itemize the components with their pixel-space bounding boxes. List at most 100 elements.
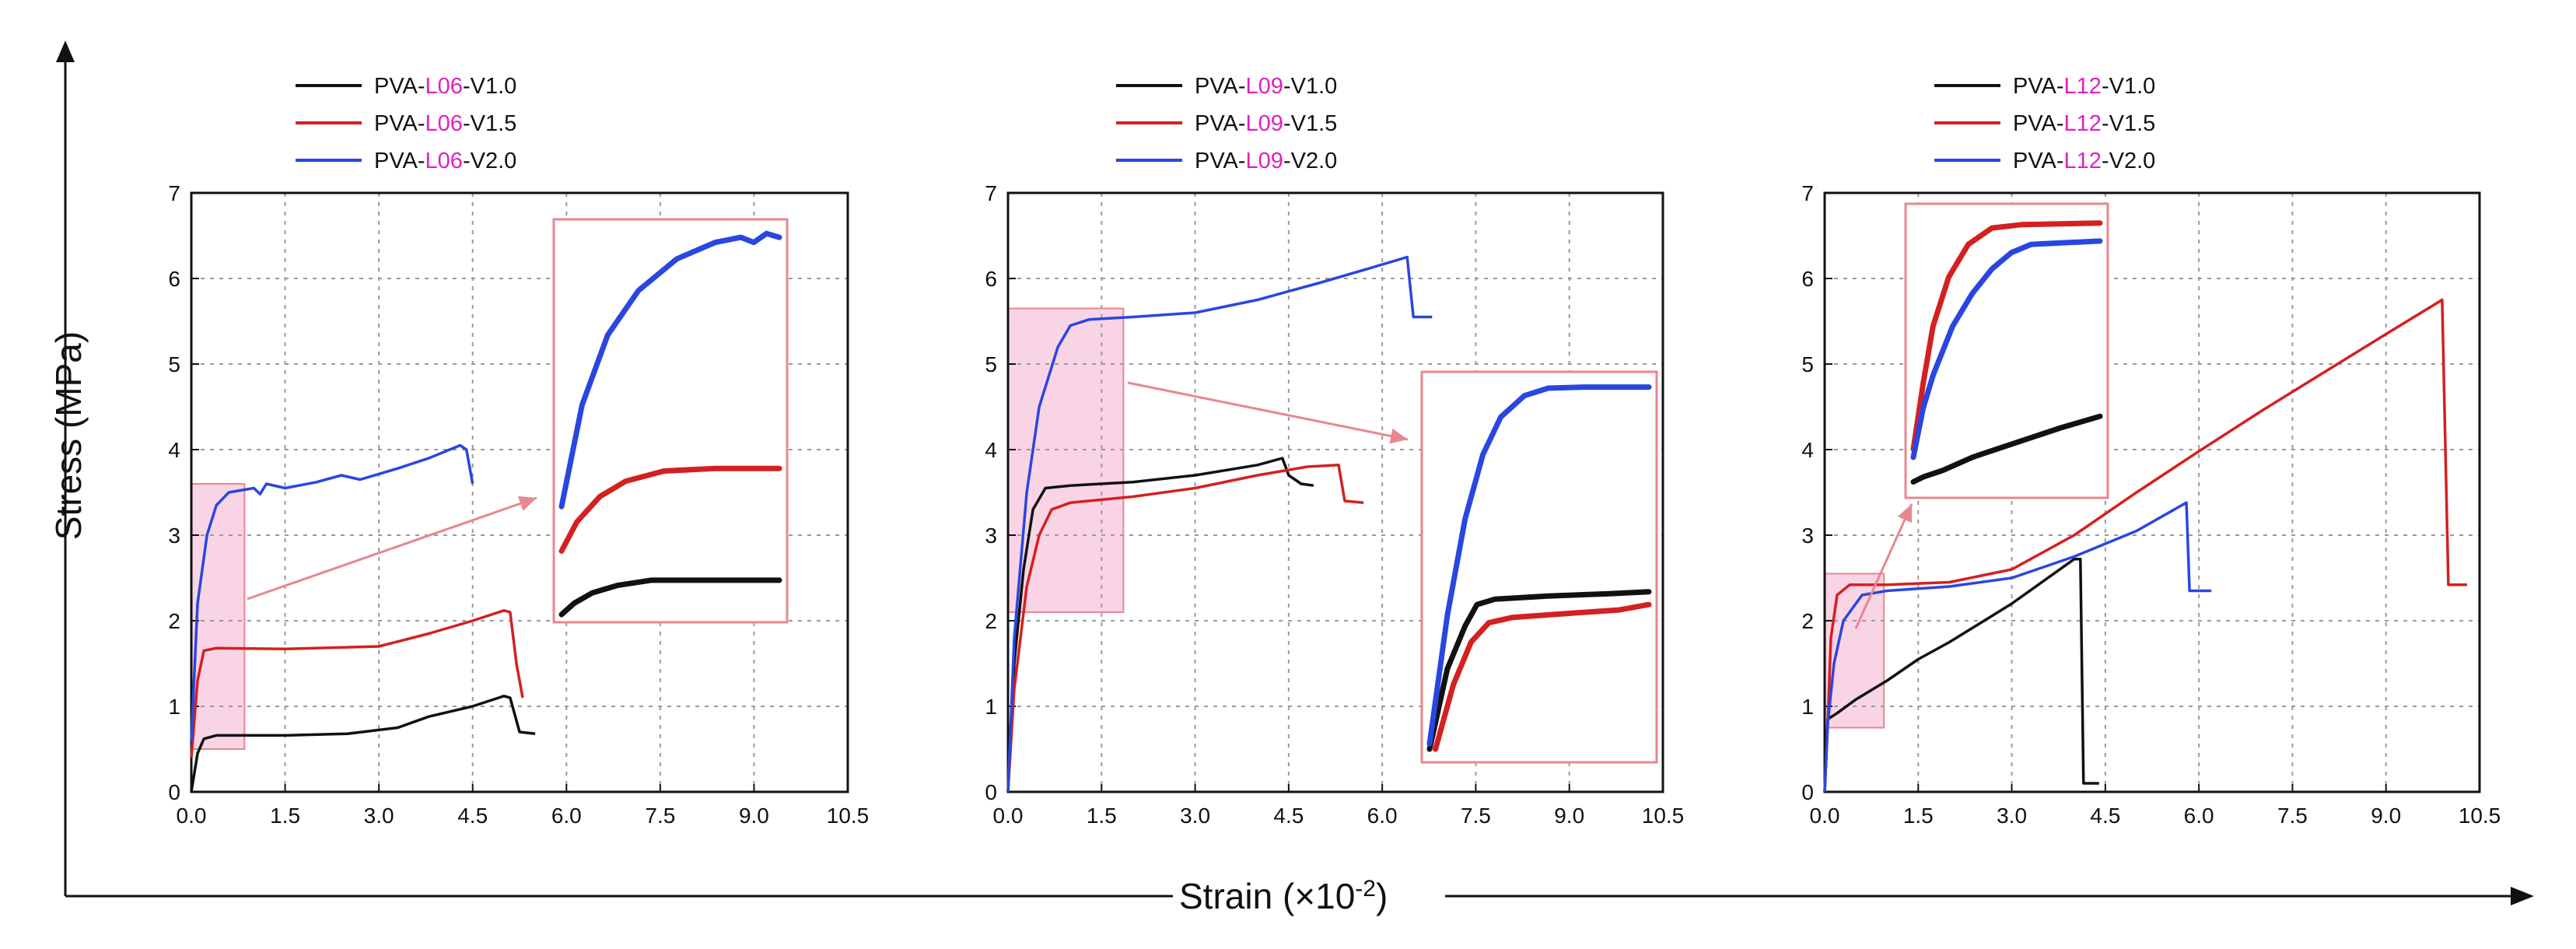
legend-fiber: L12 bbox=[2064, 149, 2102, 173]
x-tick-label: 10.5 bbox=[1642, 804, 1685, 828]
x-tick-label: 3.0 bbox=[1180, 804, 1210, 828]
y-tick-label: 2 bbox=[1801, 609, 1814, 633]
x-tick-label: 7.5 bbox=[2277, 804, 2308, 828]
legend-fiber: L06 bbox=[425, 149, 463, 173]
x-tick-label: 1.5 bbox=[1087, 804, 1117, 828]
y-tick-label: 1 bbox=[985, 695, 997, 719]
zoom-arrow-head bbox=[1389, 428, 1408, 444]
y-tick-label: 7 bbox=[985, 181, 997, 205]
x-axis-title: Strain (×10-2) bbox=[1179, 876, 1388, 916]
inset-frame bbox=[1420, 370, 1658, 764]
y-tick-label: 2 bbox=[168, 609, 180, 633]
x-tick-label: 1.5 bbox=[270, 804, 300, 828]
legend-label: PVA-L09-V2.0 bbox=[1195, 149, 1337, 173]
legend-label: PVA-L06-V2.0 bbox=[374, 149, 516, 173]
inset-series-line bbox=[558, 577, 782, 618]
legend-suffix: -V1.0 bbox=[463, 74, 516, 99]
y-tick-label: 1 bbox=[1801, 695, 1814, 719]
legend-prefix: PVA- bbox=[2013, 149, 2064, 173]
inset-zoom bbox=[552, 218, 789, 624]
inset-series-line bbox=[558, 230, 782, 510]
legend-fiber: L09 bbox=[1246, 111, 1283, 136]
outer-x-arrow bbox=[2511, 887, 2534, 905]
y-axis-title: Stress (MPa) bbox=[48, 331, 89, 540]
y-tick-label: 7 bbox=[168, 181, 180, 205]
legend-prefix: PVA- bbox=[2013, 111, 2064, 136]
inset-series-line bbox=[1433, 601, 1652, 752]
outer-y-arrow bbox=[56, 40, 75, 62]
x-tick-label: 4.5 bbox=[2090, 804, 2120, 828]
inset-zoom bbox=[1904, 202, 2109, 499]
legend-fiber: L06 bbox=[425, 74, 463, 99]
series-line-PVA-L09-V2.0 bbox=[1006, 255, 1433, 793]
y-tick-label: 4 bbox=[168, 438, 180, 462]
series-line-PVA-L06-V1.5 bbox=[190, 609, 524, 758]
y-tick-label: 3 bbox=[1801, 524, 1814, 548]
x-axis-title-end: ) bbox=[1376, 876, 1388, 916]
zoom-arrow-head bbox=[1897, 504, 1913, 524]
y-tick-label: 0 bbox=[1801, 780, 1814, 804]
y-tick-label: 7 bbox=[1801, 181, 1814, 205]
legend-prefix: PVA- bbox=[374, 74, 425, 99]
y-tick-label: 4 bbox=[985, 438, 997, 462]
x-tick-label: 1.5 bbox=[1903, 804, 1934, 828]
series-line-PVA-L12-V2.0 bbox=[1823, 501, 2212, 793]
legend-suffix: -V1.0 bbox=[2102, 74, 2155, 99]
legend-fiber: L12 bbox=[2064, 74, 2102, 99]
inset-series-line bbox=[558, 465, 782, 554]
y-tick-label: 6 bbox=[168, 267, 180, 291]
legend-prefix: PVA- bbox=[1195, 111, 1246, 136]
chart-panel-1: 0.0 1.5 3.0 4.5 6.0 7.5 9.0 10.501234567PVA-L06… bbox=[168, 74, 869, 828]
inset-series-line bbox=[1910, 238, 2103, 460]
legend-suffix: -V1.0 bbox=[1283, 74, 1337, 99]
legend-label: PVA-L12-V1.5 bbox=[2013, 111, 2155, 136]
legend-fiber: L06 bbox=[425, 111, 463, 136]
y-tick-label: 6 bbox=[985, 267, 997, 291]
inset-frame bbox=[552, 218, 789, 624]
legend-suffix: -V2.0 bbox=[1283, 149, 1337, 173]
legend-prefix: PVA- bbox=[374, 111, 425, 136]
x-axis-title-exponent: -2 bbox=[1355, 876, 1376, 902]
y-tick-label: 4 bbox=[1801, 438, 1814, 462]
y-tick-label: 1 bbox=[168, 695, 180, 719]
x-tick-label: 3.0 bbox=[364, 804, 394, 828]
inset-series-line bbox=[1910, 220, 2103, 452]
legend-prefix: PVA- bbox=[1195, 74, 1246, 99]
x-tick-label: 0.0 bbox=[177, 804, 207, 828]
inset-series-line bbox=[1426, 589, 1652, 752]
x-tick-label: 9.0 bbox=[1554, 804, 1584, 828]
chart-panel-2: 0.0 1.5 3.0 4.5 6.0 7.5 9.0 10.501234567PVA-L09… bbox=[985, 74, 1684, 828]
x-tick-label: 10.5 bbox=[827, 804, 870, 828]
x-tick-label: 0.0 bbox=[1810, 804, 1840, 828]
legend-fiber: L09 bbox=[1246, 74, 1283, 99]
x-tick-label: 7.5 bbox=[1461, 804, 1491, 828]
legend-label: PVA-L12-V2.0 bbox=[2013, 149, 2155, 173]
legend-prefix: PVA- bbox=[374, 149, 425, 173]
x-axis-title-main: Strain (×10 bbox=[1179, 876, 1355, 916]
series-line-PVA-L09-V1.0 bbox=[1006, 457, 1314, 793]
y-tick-label: 3 bbox=[168, 524, 180, 548]
x-tick-label: 9.0 bbox=[739, 804, 769, 828]
x-tick-label: 7.5 bbox=[645, 804, 675, 828]
chart-panel-3: 0.0 1.5 3.0 4.5 6.0 7.5 9.0 10.501234567PVA-L12… bbox=[1801, 74, 2501, 828]
legend-label: PVA-L06-V1.0 bbox=[374, 74, 516, 99]
x-tick-label: 0.0 bbox=[993, 804, 1024, 828]
legend-suffix: -V2.0 bbox=[463, 149, 516, 173]
series-line-PVA-L06-V2.0 bbox=[190, 443, 474, 741]
x-tick-label: 4.5 bbox=[457, 804, 488, 828]
legend-label: PVA-L09-V1.5 bbox=[1195, 111, 1337, 136]
plot-frame bbox=[1006, 191, 1664, 793]
plot-frame bbox=[190, 191, 849, 793]
legend-suffix: -V1.5 bbox=[2102, 111, 2155, 136]
series-line-PVA-L12-V1.0 bbox=[1823, 558, 2099, 793]
series-line-PVA-L06-V1.0 bbox=[190, 695, 536, 793]
y-tick-label: 6 bbox=[1801, 267, 1814, 291]
x-tick-label: 4.5 bbox=[1273, 804, 1304, 828]
x-tick-label: 6.0 bbox=[551, 804, 582, 828]
y-tick-label: 0 bbox=[985, 780, 997, 804]
inset-zoom bbox=[1420, 370, 1658, 764]
legend-prefix: PVA- bbox=[2013, 74, 2064, 99]
